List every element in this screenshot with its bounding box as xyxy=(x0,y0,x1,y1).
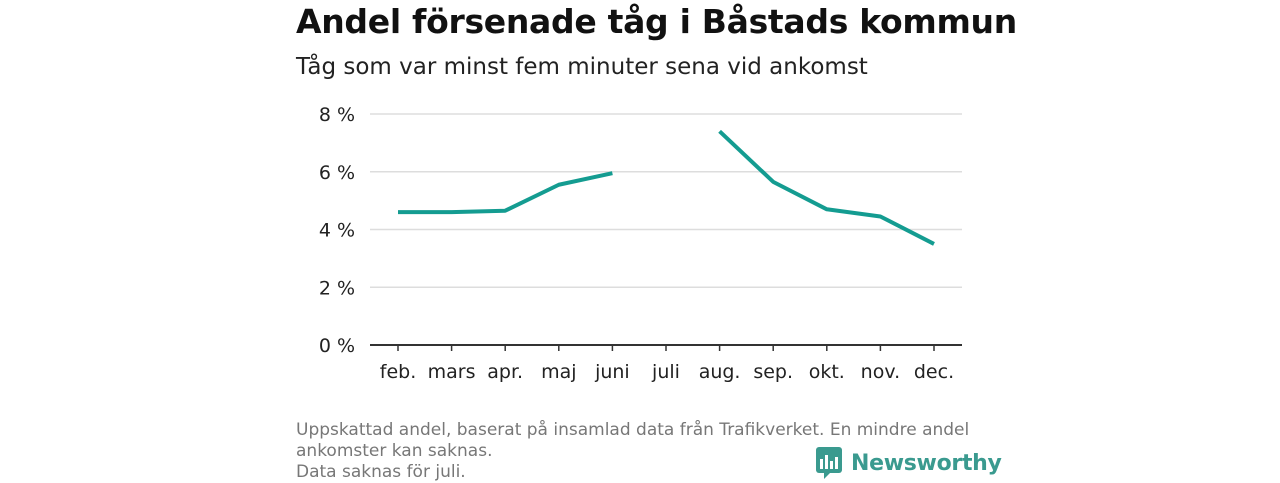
x-tick-label: dec. xyxy=(914,361,954,383)
chart-subtitle: Tåg som var minst fem minuter sena vid a… xyxy=(296,54,868,80)
y-tick-label: 2 % xyxy=(319,277,355,299)
x-tick-label: okt. xyxy=(809,361,845,383)
gridlines xyxy=(370,113,962,346)
footer-missing-data-note: Data saknas för juli. xyxy=(296,462,466,482)
x-tick-label: juni xyxy=(594,361,630,383)
chart-footer: Uppskattad andel, baserat på insamlad da… xyxy=(296,420,986,483)
y-tick-label: 6 % xyxy=(319,162,355,184)
brand-logo: Newsworthy xyxy=(815,446,1002,480)
series-lines xyxy=(398,129,935,246)
x-tick-label: sep. xyxy=(753,361,793,383)
x-tick-label: maj xyxy=(541,361,576,383)
x-tick-label: nov. xyxy=(861,361,900,383)
x-tick-label: feb. xyxy=(380,361,416,383)
x-tick-label: mars xyxy=(428,361,476,383)
y-tick-label: 4 % xyxy=(319,220,355,242)
x-tick-label: aug. xyxy=(699,361,741,383)
y-tick-label: 0 % xyxy=(319,335,355,357)
newsworthy-logo-icon xyxy=(816,447,842,479)
brand-name: Newsworthy xyxy=(851,450,1002,476)
y-tick-label: 8 % xyxy=(319,104,355,126)
y-axis: 0 % 2 % 4 % 6 % 8 % xyxy=(319,104,355,357)
footer-note: Uppskattad andel, baserat på insamlad da… xyxy=(296,420,970,461)
chart-title: Andel försenade tåg i Båstads kommun xyxy=(296,2,1017,41)
series-line xyxy=(718,129,935,246)
line-chart: 0 % 2 % 4 % 6 % 8 % feb. mars apr. maj juni juli a… xyxy=(319,104,962,383)
x-axis: feb. mars apr. maj juni juli aug. sep. okt. nov. d… xyxy=(380,345,954,383)
series-line xyxy=(398,171,613,215)
x-tick-label: apr. xyxy=(487,361,523,383)
x-tick-label: juli xyxy=(651,361,680,383)
